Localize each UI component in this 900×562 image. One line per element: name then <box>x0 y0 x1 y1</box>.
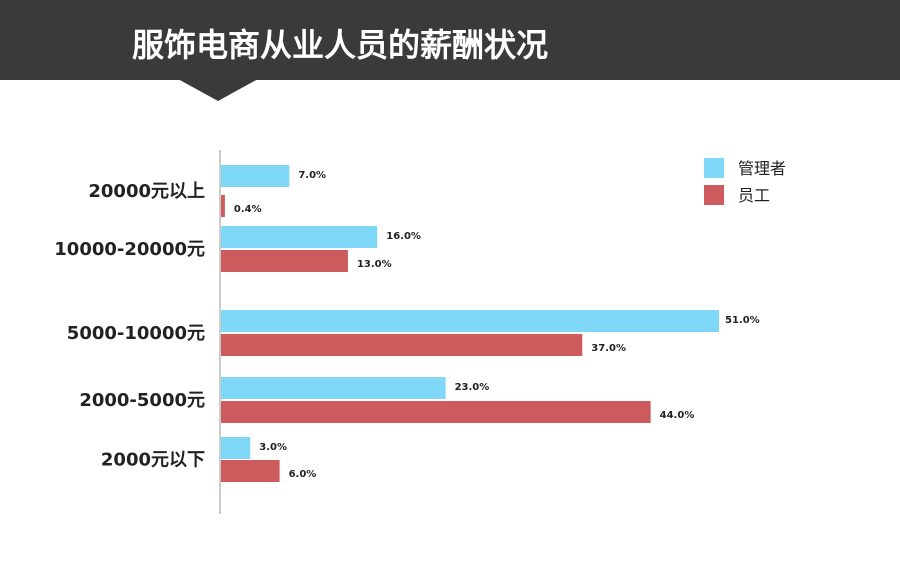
bar-员工-2000元以下 <box>221 460 280 482</box>
title-pointer <box>178 79 258 101</box>
category-label-5000-10000元: 5000-10000元 <box>67 323 205 344</box>
bar-员工-5000-10000元 <box>221 334 583 356</box>
bar-管理者-10000-20000元 <box>221 226 378 248</box>
data-label-员工-2000-5000元: 44.0% <box>660 410 695 421</box>
page-title: 服饰电商从业人员的薪酬状况 <box>132 26 549 64</box>
category-label-2000-5000元: 2000-5000元 <box>79 390 205 411</box>
data-label-管理者-10000-20000元: 16.0% <box>386 231 421 242</box>
bar-管理者-2000-5000元 <box>221 377 446 399</box>
category-label-2000元以下: 2000元以下 <box>101 450 205 471</box>
bar-员工-2000-5000元 <box>221 401 651 423</box>
legend-label-员工: 员工 <box>738 186 770 205</box>
bar-管理者-2000元以下 <box>221 437 251 459</box>
legend-label-管理者: 管理者 <box>738 159 786 178</box>
bar-员工-20000元以上 <box>221 195 225 217</box>
title-bar: 服饰电商从业人员的薪酬状况 <box>0 0 900 101</box>
data-label-管理者-2000元以下: 3.0% <box>259 442 287 453</box>
bar-员工-10000-20000元 <box>221 250 348 272</box>
data-label-员工-10000-20000元: 13.0% <box>357 259 392 270</box>
legend-swatch-员工 <box>704 185 724 205</box>
category-label-10000-20000元: 10000-20000元 <box>54 239 205 260</box>
data-label-员工-2000元以下: 6.0% <box>289 469 317 480</box>
legend-swatch-管理者 <box>704 158 724 178</box>
data-label-员工-5000-10000元: 37.0% <box>591 343 626 354</box>
bar-管理者-5000-10000元 <box>221 310 719 332</box>
category-label-20000元以上: 20000元以上 <box>88 181 205 202</box>
data-label-员工-20000元以上: 0.4% <box>234 204 262 215</box>
data-label-管理者-20000元以上: 7.0% <box>298 170 326 181</box>
bar-管理者-20000元以上 <box>221 165 290 187</box>
data-label-管理者-5000-10000元: 51.0% <box>725 315 760 326</box>
data-label-管理者-2000-5000元: 23.0% <box>455 382 490 393</box>
